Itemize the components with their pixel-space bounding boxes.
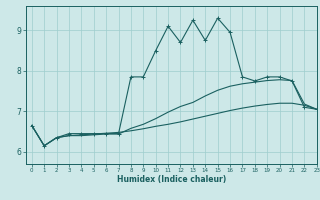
X-axis label: Humidex (Indice chaleur): Humidex (Indice chaleur) (116, 175, 226, 184)
